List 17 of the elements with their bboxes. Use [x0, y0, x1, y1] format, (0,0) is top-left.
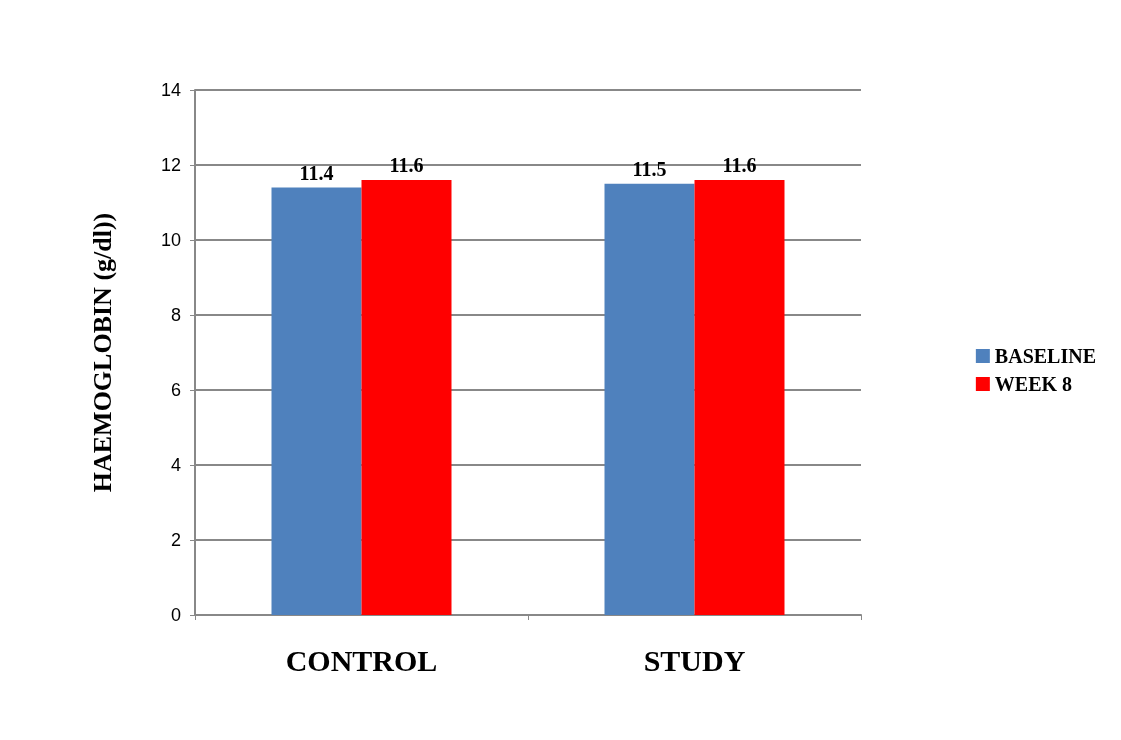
- y-tick-label: 6: [170, 380, 181, 400]
- y-tick-label: 0: [170, 605, 181, 625]
- y-tick-label: 2: [170, 530, 181, 550]
- y-axis-title: HAEMOGLOBIN (g/dl)): [87, 212, 117, 493]
- data-label: 11.6: [389, 154, 424, 176]
- legend-label: BASELINE: [994, 345, 1096, 367]
- x-tick-label: STUDY: [643, 643, 746, 677]
- y-tick-label: 12: [160, 155, 181, 175]
- data-label: 11.4: [299, 161, 334, 184]
- legend-label: WEEK 8: [994, 373, 1073, 395]
- data-label: 11.5: [632, 157, 667, 180]
- x-tick-label: CONTROL: [285, 643, 438, 677]
- data-label: 11.6: [722, 154, 757, 176]
- y-tick-label: 10: [160, 230, 181, 250]
- y-tick-label: 14: [160, 80, 181, 100]
- y-tick-label: 4: [170, 455, 181, 475]
- y-tick-label: 8: [170, 305, 181, 325]
